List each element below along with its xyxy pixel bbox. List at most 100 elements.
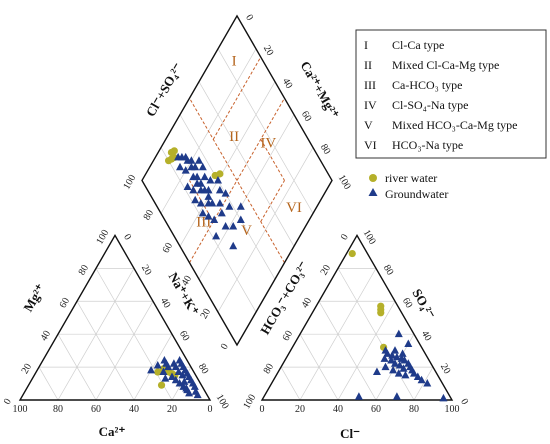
groundwater-anion-point [392, 352, 401, 361]
groundwater-anion-point [391, 359, 399, 367]
groundwater-cation-point [153, 360, 162, 369]
anion-left-tick: 60 [281, 329, 296, 343]
cation-right-tick: 20 [139, 263, 154, 277]
region-label-v: V [241, 223, 252, 239]
river-water-cation-point [157, 381, 166, 389]
anion-grid-line [318, 301, 377, 401]
groundwater-anion-point [381, 362, 390, 371]
cation-grid-line [38, 366, 59, 401]
groundwater-cation-point [174, 367, 183, 376]
anion-x-axis-label: Cl⁻ [340, 426, 360, 441]
diamond-upper-right-tick: 60 [299, 109, 314, 123]
groundwater-diamond-point [236, 215, 245, 223]
groundwater-diamond-point [196, 198, 205, 207]
groundwater-cation-point [168, 372, 176, 380]
anion-right-tick: 0 [458, 397, 470, 407]
anion-right-tick: 60 [400, 296, 415, 310]
anion-grid-line [413, 366, 434, 401]
groundwater-anion-point [391, 346, 399, 354]
groundwater-cation-point [160, 356, 169, 364]
diamond-upper-right-tick: 0 [243, 13, 255, 23]
cation-left-tick: 100 [94, 228, 111, 246]
cation-grid-line [57, 334, 97, 401]
groundwater-anion-point [394, 369, 403, 377]
diamond-grid-line [217, 147, 314, 313]
groundwater-diamond-point [225, 202, 234, 210]
region-legend-text: HCO₃-Na type [392, 138, 463, 152]
groundwater-diamond-point [193, 172, 202, 181]
region-legend-text: Mixed HCO₃-Ca-Mg type [392, 118, 518, 132]
groundwater-anion-point [392, 392, 401, 400]
cation-grid-line [76, 301, 135, 401]
region-divider-line [260, 139, 285, 181]
groundwater-diamond-point [204, 192, 213, 200]
diamond-frame [141, 14, 333, 347]
cation-bottom-tick: 20 [167, 404, 177, 415]
groundwater-diamond-point [236, 202, 245, 210]
diamond-lower-left-tick: 20 [199, 307, 214, 321]
diamond-lower-left-tick: 40 [180, 274, 195, 288]
diamond-upper-right-tick: 80 [318, 142, 333, 156]
anion-bottom-tick: 0 [260, 404, 265, 415]
region-legend-text: Cl-SO₄-Na type [392, 98, 469, 112]
groundwater-diamond-point [195, 156, 203, 164]
anion-left-tick: 80 [262, 362, 277, 376]
groundwater-anion-point [387, 356, 396, 364]
groundwater-diamond-point [221, 222, 230, 230]
anion-right-tick: 40 [419, 329, 434, 343]
region-divider-line [212, 56, 262, 140]
cation-bottom-tick: 80 [53, 404, 63, 415]
cation-grid-line [95, 301, 154, 401]
groundwater-diamond-point [204, 212, 213, 220]
region-legend-numeral: VI [364, 138, 377, 152]
groundwater-anion-point [423, 379, 432, 387]
anion-grid-line [280, 366, 301, 401]
diamond-grid-line [160, 147, 257, 313]
legend-river-water-label: river water [385, 171, 437, 185]
groundwater-diamond-point [183, 182, 192, 191]
cation-bottom-tick: 40 [129, 404, 139, 415]
groundwater-diamond-point [206, 175, 215, 184]
anion-triangle-frame [260, 234, 454, 401]
region-legend-numeral: II [364, 58, 372, 72]
groundwater-diamond-point [210, 215, 219, 223]
region-legend-text: Cl-Ca type [392, 38, 444, 52]
legend-groundwater-label: Groundwater [385, 187, 448, 201]
anion-left-tick: 20 [319, 263, 334, 277]
diamond-upper-right-tick: 20 [261, 43, 276, 57]
series-legend: river water Groundwater [368, 171, 448, 201]
cation-right-tick: 60 [177, 329, 192, 343]
groundwater-anion-point [394, 329, 403, 338]
anion-right-tick: 80 [381, 263, 396, 277]
groundwater-anion-point [410, 369, 418, 377]
groundwater-diamond-point [229, 222, 238, 230]
groundwater-diamond-point [187, 156, 196, 164]
river-water-anion-point [348, 249, 356, 258]
region-label-vi: VI [286, 200, 302, 216]
anion-bottom-tick: 20 [295, 404, 305, 415]
region-legend-text: Mixed Cl-Ca-Mg type [392, 58, 499, 72]
groundwater-cation-point [147, 365, 156, 374]
anion-bottom-tick: 80 [409, 404, 419, 415]
groundwater-diamond-point [176, 162, 184, 171]
groundwater-anion-point [389, 365, 398, 374]
anion-grid-line [299, 334, 339, 401]
groundwater-anion-point [398, 349, 407, 357]
cation-triangle-frame [18, 234, 212, 401]
diamond-upper-right-tick: 40 [280, 76, 295, 90]
cation-bottom-tick: 100 [13, 404, 28, 415]
groundwater-cation-point [185, 388, 194, 397]
groundwater-anion-point [388, 351, 397, 359]
cation-right-tick: 80 [196, 362, 211, 376]
diamond-lower-left-tick: 100 [121, 173, 138, 191]
groundwater-cation-point [161, 374, 170, 382]
groundwater-diamond-point [198, 208, 207, 217]
point-layer [147, 147, 448, 402]
region-label-ii: II [229, 129, 239, 145]
groundwater-cation-point [193, 390, 202, 399]
groundwater-cation-point [171, 362, 180, 371]
cation-x-axis-label: Ca²⁺ [99, 424, 126, 439]
groundwater-anion-point [383, 349, 392, 357]
river-water-diamond-point [167, 148, 176, 157]
